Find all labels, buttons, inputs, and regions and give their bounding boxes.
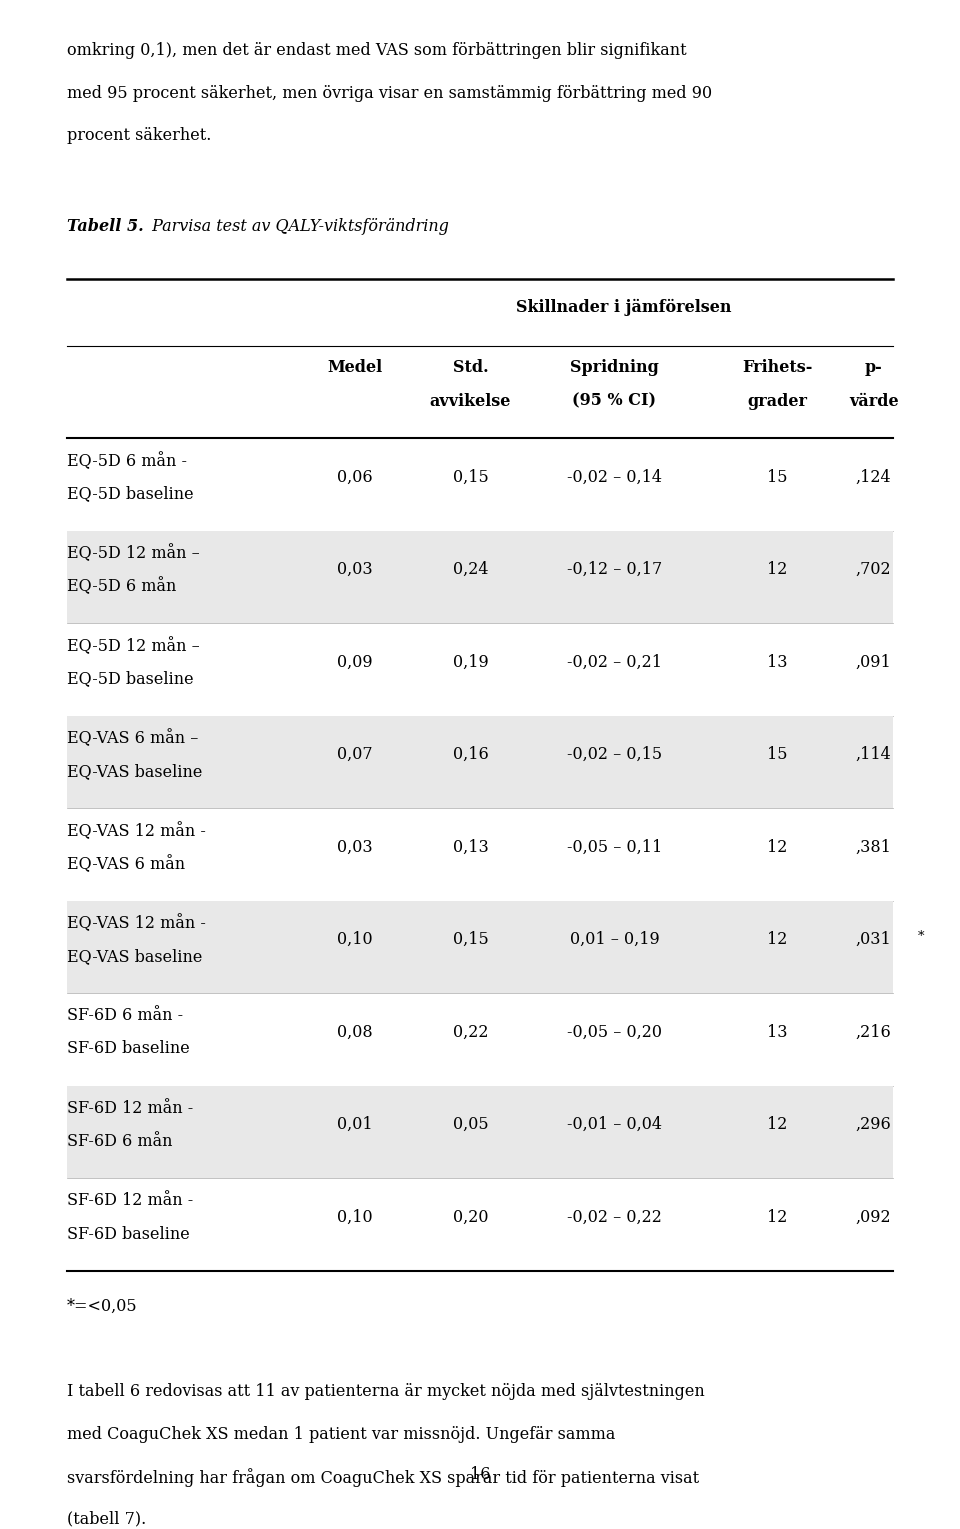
Text: 15: 15 (767, 746, 788, 763)
Text: 0,09: 0,09 (337, 654, 373, 671)
Text: värde: värde (849, 393, 899, 410)
Text: 12: 12 (767, 839, 788, 856)
Text: -0,02 – 0,15: -0,02 – 0,15 (566, 746, 662, 763)
Text: 12: 12 (767, 931, 788, 948)
Text: 0,10: 0,10 (337, 931, 373, 948)
Text: 0,13: 0,13 (452, 839, 489, 856)
Text: Frihets-: Frihets- (742, 359, 813, 376)
Text: Skillnader i jämförelsen: Skillnader i jämförelsen (516, 298, 732, 317)
Bar (67, 531, 893, 624)
Text: p-: p- (865, 359, 882, 376)
Text: EQ-5D 12 mån –: EQ-5D 12 mån – (67, 638, 200, 654)
Bar (67, 1086, 893, 1179)
Text: 0,15: 0,15 (452, 469, 489, 486)
Text: 12: 12 (767, 1209, 788, 1226)
Text: EQ-5D baseline: EQ-5D baseline (67, 670, 194, 688)
Text: *: * (918, 930, 924, 943)
Text: SF-6D 12 mån -: SF-6D 12 mån - (67, 1193, 194, 1209)
Text: -0,02 – 0,21: -0,02 – 0,21 (567, 654, 661, 671)
Text: EQ-5D 12 mån –: EQ-5D 12 mån – (67, 544, 200, 563)
Text: Spridning: Spridning (570, 359, 659, 376)
Text: EQ-VAS 6 mån: EQ-VAS 6 mån (67, 855, 185, 873)
Text: ,031: ,031 (855, 931, 892, 948)
Text: 0,24: 0,24 (453, 561, 488, 578)
Text: omkring 0,1), men det är endast med VAS som förbättringen blir signifikant: omkring 0,1), men det är endast med VAS … (67, 43, 686, 60)
Text: I tabell 6 redovisas att 11 av patienterna är mycket nöjda med självtestningen: I tabell 6 redovisas att 11 av patienter… (67, 1384, 705, 1401)
Text: 0,05: 0,05 (452, 1116, 489, 1133)
Text: 0,03: 0,03 (337, 839, 373, 856)
Text: -0,05 – 0,11: -0,05 – 0,11 (566, 839, 662, 856)
Text: 0,06: 0,06 (337, 469, 373, 486)
Text: ,216: ,216 (855, 1024, 892, 1041)
Text: 0,20: 0,20 (453, 1209, 488, 1226)
Text: -0,01 – 0,04: -0,01 – 0,04 (567, 1116, 661, 1133)
Text: svarsfördelning har frågan om CoaguChek XS sparar tid för patienterna visat: svarsfördelning har frågan om CoaguChek … (67, 1468, 699, 1488)
Text: SF-6D baseline: SF-6D baseline (67, 1226, 190, 1243)
Text: ,114: ,114 (855, 746, 892, 763)
Text: SF-6D 6 mån: SF-6D 6 mån (67, 1133, 173, 1150)
Text: (tabell 7).: (tabell 7). (67, 1511, 147, 1527)
Text: 16: 16 (469, 1466, 491, 1483)
Text: EQ-VAS 12 mån -: EQ-VAS 12 mån - (67, 914, 206, 933)
Text: 0,03: 0,03 (337, 561, 373, 578)
Text: ,091: ,091 (855, 654, 892, 671)
Text: 12: 12 (767, 561, 788, 578)
Text: EQ-VAS 12 mån -: EQ-VAS 12 mån - (67, 823, 206, 839)
Text: 12: 12 (767, 1116, 788, 1133)
Text: -0,02 – 0,14: -0,02 – 0,14 (567, 469, 661, 486)
Text: 13: 13 (767, 1024, 788, 1041)
Text: 0,10: 0,10 (337, 1209, 373, 1226)
Text: -0,02 – 0,22: -0,02 – 0,22 (567, 1209, 661, 1226)
Text: 0,19: 0,19 (452, 654, 489, 671)
Text: 0,07: 0,07 (337, 746, 373, 763)
Text: EQ-VAS baseline: EQ-VAS baseline (67, 948, 203, 965)
Text: med CoaguChek XS medan 1 patient var missnöjd. Ungefär samma: med CoaguChek XS medan 1 patient var mis… (67, 1425, 615, 1443)
Text: procent säkerhet.: procent säkerhet. (67, 127, 211, 144)
Text: 15: 15 (767, 469, 788, 486)
Text: EQ-5D 6 mån: EQ-5D 6 mån (67, 578, 177, 596)
Text: 0,01: 0,01 (337, 1116, 373, 1133)
Text: ,702: ,702 (855, 561, 892, 578)
Text: 0,15: 0,15 (452, 931, 489, 948)
Text: EQ-VAS 6 mån –: EQ-VAS 6 mån – (67, 729, 199, 748)
Text: EQ-VAS baseline: EQ-VAS baseline (67, 763, 203, 780)
Text: ,092: ,092 (855, 1209, 892, 1226)
Text: -0,05 – 0,20: -0,05 – 0,20 (567, 1024, 661, 1041)
Text: SF-6D 12 mån -: SF-6D 12 mån - (67, 1099, 194, 1116)
Text: -0,12 – 0,17: -0,12 – 0,17 (566, 561, 662, 578)
Text: (95 % CI): (95 % CI) (572, 393, 657, 410)
Text: Medel: Medel (327, 359, 383, 376)
Text: 0,01 – 0,19: 0,01 – 0,19 (569, 931, 660, 948)
Text: Std.: Std. (452, 359, 489, 376)
Text: ,296: ,296 (855, 1116, 892, 1133)
Text: ,124: ,124 (855, 469, 892, 486)
Text: grader: grader (748, 393, 807, 410)
Text: 13: 13 (767, 654, 788, 671)
Bar (67, 716, 893, 809)
Text: EQ-5D baseline: EQ-5D baseline (67, 485, 194, 503)
Text: med 95 procent säkerhet, men övriga visar en samstämmig förbättring med 90: med 95 procent säkerhet, men övriga visa… (67, 86, 712, 102)
Text: SF-6D baseline: SF-6D baseline (67, 1040, 190, 1058)
Bar (67, 901, 893, 994)
Text: SF-6D 6 mån -: SF-6D 6 mån - (67, 1008, 183, 1024)
Text: ,381: ,381 (855, 839, 892, 856)
Text: avvikelse: avvikelse (430, 393, 511, 410)
Text: 0,08: 0,08 (337, 1024, 373, 1041)
Text: 0,16: 0,16 (452, 746, 489, 763)
Text: Tabell 5.: Tabell 5. (67, 219, 144, 235)
Text: Parvisa test av QALY-viktsförändring: Parvisa test av QALY-viktsförändring (147, 219, 448, 235)
Text: EQ-5D 6 mån -: EQ-5D 6 mån - (67, 453, 187, 469)
Text: *=<0,05: *=<0,05 (67, 1298, 138, 1315)
Text: 0,22: 0,22 (453, 1024, 488, 1041)
